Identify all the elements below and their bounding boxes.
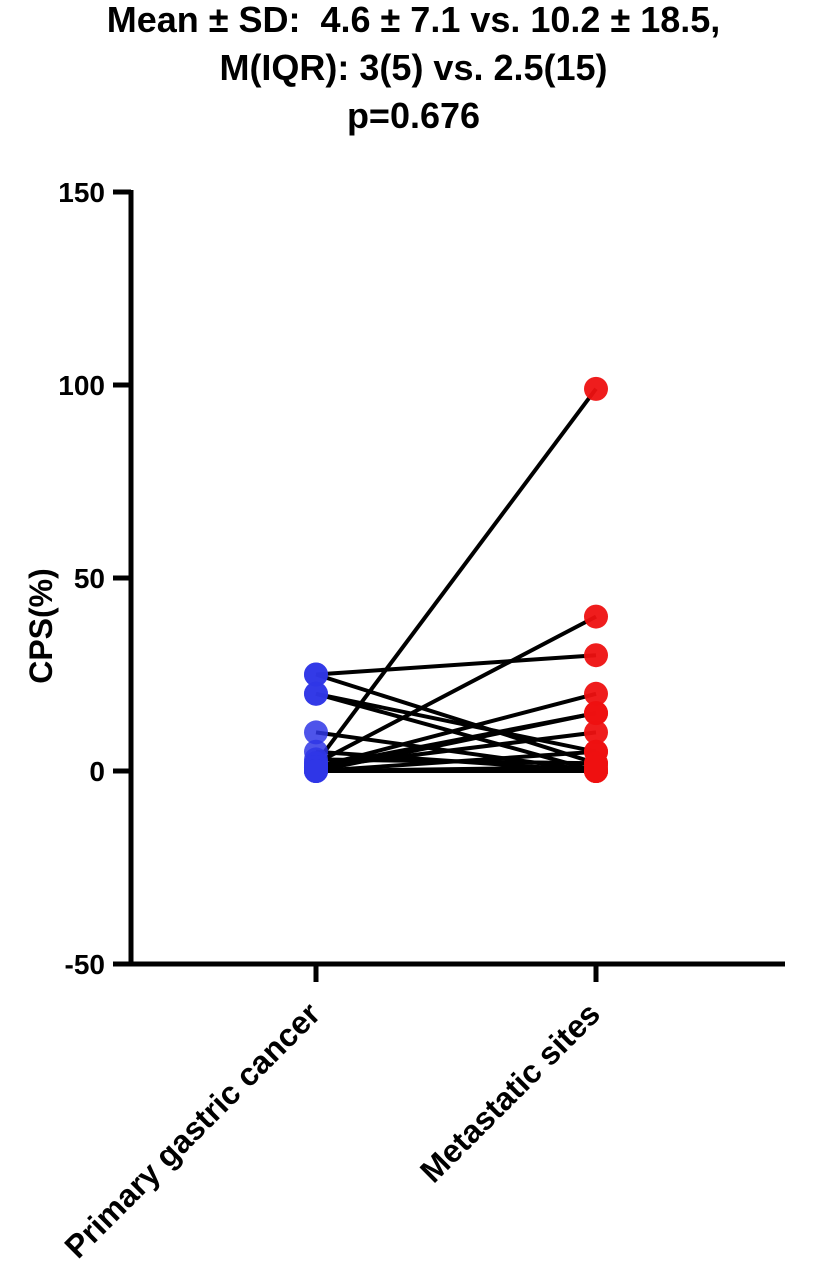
primary-point — [304, 662, 328, 687]
metastatic-point — [584, 701, 608, 726]
x-category-label: Primary gastric cancer — [57, 995, 326, 1264]
axes — [113, 189, 785, 982]
primary-point — [304, 681, 328, 706]
pair-line — [315, 672, 597, 766]
metastatic-point — [584, 643, 608, 668]
metastatic-point — [584, 604, 608, 629]
metastatic-point — [584, 759, 608, 783]
pair-line — [315, 749, 597, 773]
y-axis-title: CPS(%) — [23, 568, 59, 684]
metastatic-point — [584, 681, 608, 706]
pair-line — [314, 387, 598, 765]
title-line-1: Mean ± SD: 4.6 ± 7.1 vs. 10.2 ± 18.5, — [106, 0, 721, 40]
pair-line — [315, 614, 597, 766]
data-points — [304, 376, 608, 783]
metastatic-point — [584, 720, 608, 745]
y-tick-label: -50 — [65, 949, 105, 980]
y-tick-label: 0 — [89, 756, 105, 787]
x-category-label: Metastatic sites — [413, 995, 607, 1189]
pair-line — [315, 653, 597, 677]
pair-lines — [314, 387, 598, 773]
y-tick-label: 50 — [74, 563, 105, 594]
pair-line — [315, 691, 597, 770]
metastatic-point — [584, 376, 608, 401]
primary-point — [304, 720, 328, 745]
title-line-3: p=0.676 — [346, 95, 481, 136]
primary-point — [304, 759, 328, 783]
title-line-2: M(IQR): 3(5) vs. 2.5(15) — [219, 47, 608, 88]
y-tick-label: 100 — [58, 370, 105, 401]
y-tick-label: 150 — [58, 177, 105, 208]
pair-line — [315, 711, 597, 773]
